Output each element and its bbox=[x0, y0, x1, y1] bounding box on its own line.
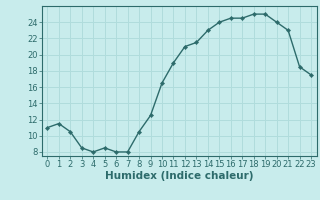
X-axis label: Humidex (Indice chaleur): Humidex (Indice chaleur) bbox=[105, 171, 253, 181]
